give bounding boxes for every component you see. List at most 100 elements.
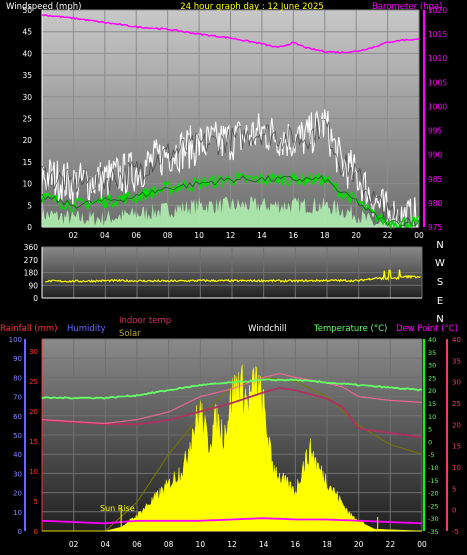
panel3-x-tick: 12 — [227, 540, 237, 549]
compass-label: N — [436, 314, 443, 325]
panel1-right-tick: 985 — [428, 175, 443, 184]
indoor-temp-tick: 0 — [452, 507, 456, 515]
panel1-x-tick: 20 — [351, 231, 361, 240]
humidity-tick: 40 — [13, 451, 22, 459]
legend-item: Windchill — [248, 324, 287, 334]
legend-item: Temperature (°C) — [313, 324, 387, 334]
compass-label: N — [436, 240, 443, 251]
temp-tick: 10 — [428, 413, 436, 421]
rain-tick: 5 — [34, 498, 38, 506]
temp-tick: -5 — [428, 451, 434, 459]
panel1-left-tick: 35 — [22, 71, 32, 80]
panel1-right-tick: 1005 — [428, 78, 447, 87]
series-humidity-line — [41, 372, 423, 424]
temp-tick: -15 — [428, 477, 439, 485]
temp-tick: 15 — [428, 400, 436, 408]
humidity-tick: 0 — [18, 528, 22, 536]
panel1-right-tick: 1000 — [428, 102, 447, 111]
temp-tick: 40 — [428, 336, 436, 344]
panel1-left-tick: 30 — [22, 93, 32, 102]
series-indoor-temp-line — [41, 387, 423, 438]
panel1-left-tick: 0 — [27, 223, 32, 232]
panel1-x-tick: 14 — [257, 231, 267, 240]
temp-tick: 35 — [428, 349, 436, 357]
humidity-tick: 90 — [13, 355, 22, 363]
panel1-x-tick: 04 — [100, 231, 110, 240]
panel1-right-tick: 995 — [428, 127, 443, 136]
indoor-temp-tick: 10 — [452, 464, 461, 472]
series-wind-band — [42, 196, 419, 227]
panel1-x-tick: 18 — [320, 231, 330, 240]
rain-tick: 15 — [29, 438, 38, 446]
humidity-tick: 100 — [9, 336, 22, 344]
indoor-temp-tick: 35 — [452, 357, 461, 365]
legend-item: Indoor temp — [119, 316, 171, 326]
humidity-tick: 30 — [13, 470, 22, 478]
rain-tick: 0 — [34, 528, 38, 536]
panel3-x-tick: 20 — [354, 540, 364, 549]
panel3-x-tick: 02 — [69, 540, 79, 549]
panel1-left-tick: 50 — [22, 6, 32, 15]
panel1-right-tick: 1020 — [428, 6, 447, 15]
panel2-left-tick: 270 — [24, 256, 39, 265]
panel1-left-tick: 45 — [22, 28, 32, 37]
temp-tick: -20 — [428, 490, 439, 498]
panel1-right-axis-label: Barometer (hpa) — [372, 2, 442, 12]
legend-item: Humidity — [67, 324, 106, 334]
panel3-x-tick: 00 — [417, 540, 427, 549]
humidity-tick: 20 — [13, 490, 22, 498]
humidity-tick: 10 — [13, 509, 22, 517]
indoor-temp-tick: 15 — [452, 443, 461, 451]
panel3-x-tick: 08 — [164, 540, 174, 549]
indoor-temp-tick: -5 — [452, 528, 459, 536]
series-average-line — [41, 169, 420, 230]
temp-tick: -10 — [428, 464, 439, 472]
compass-label: S — [437, 277, 443, 288]
panel3-x-tick: 14 — [259, 540, 269, 549]
panel1-left-tick: 15 — [22, 158, 32, 167]
indoor-temp-tick: 30 — [452, 379, 461, 387]
panel1-left-tick: 10 — [22, 180, 32, 189]
panel3-x-tick: 22 — [386, 540, 396, 549]
panel1-x-tick: 00 — [414, 231, 424, 240]
panel2-left-tick: 360 — [24, 243, 39, 252]
humidity-tick: 70 — [13, 394, 22, 402]
rain-tick: 30 — [29, 348, 38, 356]
panel2-left-tick: 90 — [28, 281, 38, 290]
temp-tick: -30 — [428, 515, 439, 523]
rain-tick: 20 — [29, 408, 38, 416]
temp-tick: 5 — [428, 426, 432, 434]
rain-tick: 25 — [29, 378, 38, 386]
panel1-x-tick: 10 — [194, 231, 204, 240]
panel3-x-tick: 10 — [196, 540, 206, 549]
legend-item: Rainfall (mm) — [0, 324, 58, 334]
panel1-right-tick: 1015 — [428, 30, 447, 39]
panel1-x-tick: 16 — [289, 231, 299, 240]
series-gust-dark-line — [41, 117, 420, 228]
indoor-temp-tick: 25 — [452, 400, 461, 408]
panel1-x-tick: 08 — [163, 231, 173, 240]
sunrise-label: Sun Rise — [100, 504, 135, 513]
panel2-left-tick: 0 — [33, 294, 38, 303]
panel2-left-tick: 180 — [24, 269, 39, 278]
panel1-left-axis-label: Windspeed (mph) — [6, 2, 81, 12]
panel1-right-tick: 990 — [428, 151, 443, 160]
indoor-temp-tick: 20 — [452, 421, 461, 429]
temp-tick: 20 — [428, 387, 436, 395]
temp-tick: -25 — [428, 502, 439, 510]
compass-label: W — [435, 258, 445, 269]
temp-tick: 25 — [428, 374, 436, 382]
panel1-title: 24 hour graph day : 12 June 2025 — [180, 2, 324, 12]
temp-tick: -35 — [428, 528, 439, 536]
compass-label: E — [437, 296, 443, 307]
humidity-tick: 80 — [13, 374, 22, 382]
panel3-x-tick: 04 — [101, 540, 111, 549]
indoor-temp-tick: 40 — [452, 336, 461, 344]
humidity-tick: 50 — [13, 432, 22, 440]
humidity-tick: 60 — [13, 413, 22, 421]
panel1-x-tick: 12 — [226, 231, 236, 240]
panel3-x-tick: 16 — [291, 540, 301, 549]
panel1-x-tick: 22 — [383, 231, 393, 240]
panel1-right-tick: 1010 — [428, 54, 447, 63]
